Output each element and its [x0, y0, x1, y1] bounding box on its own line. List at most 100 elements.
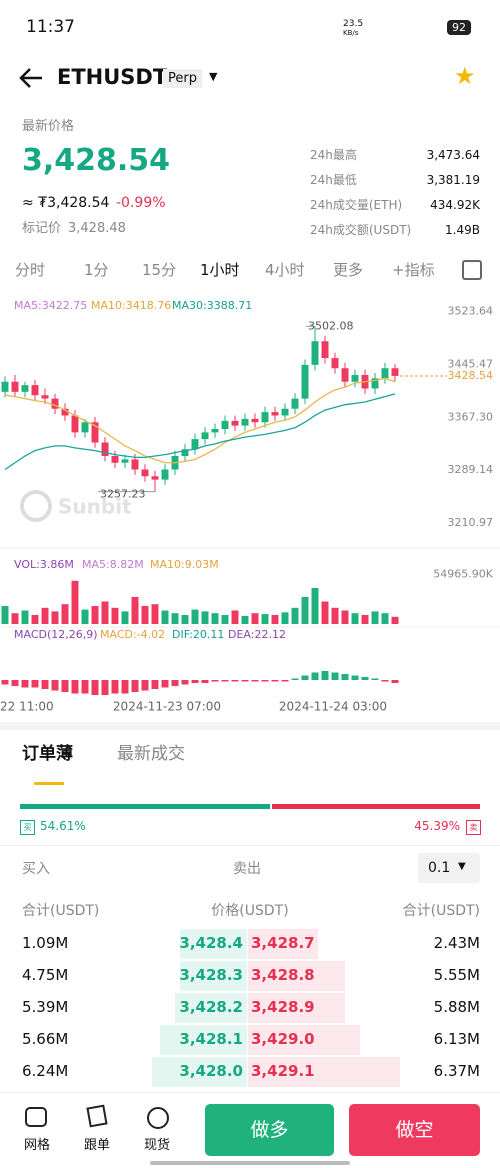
symbol[interactable]: ETHUSDT — [57, 65, 168, 89]
price-label: 最新价格 — [22, 119, 75, 134]
macd-bar — [261, 680, 269, 682]
candle-body — [161, 469, 169, 480]
stat-label: 24h最高 — [310, 148, 357, 162]
macd-bar — [41, 680, 49, 689]
macd-bar — [51, 680, 59, 691]
sell-bar — [272, 804, 480, 809]
macd-bar — [101, 680, 109, 695]
ask-price: 3,428.7 — [251, 934, 315, 952]
bid-depth — [160, 1025, 247, 1055]
depth-select[interactable] — [418, 853, 480, 883]
volume-bar — [341, 610, 349, 624]
volume-bar — [11, 613, 19, 624]
macd-bar — [111, 680, 119, 694]
interval-tab[interactable]: 1分 — [84, 261, 109, 279]
candle-body — [241, 418, 249, 426]
bid-depth — [152, 1057, 247, 1087]
interval-tab[interactable]: 15分 — [142, 261, 177, 279]
volume-bar — [101, 601, 109, 624]
macd-bar — [81, 680, 89, 694]
interval-tab[interactable]: 4小时 — [265, 261, 305, 279]
short-button[interactable]: 做空 — [349, 1104, 480, 1156]
stat-label: 24h成交量(ETH) — [310, 198, 403, 212]
stat-value: 3,381.19 — [426, 173, 480, 187]
macd-bar — [121, 680, 129, 694]
sell-pct: 45.39% — [414, 819, 460, 833]
buy-label: 买入 — [22, 861, 50, 877]
stat-label: 24h成交额(USDT) — [310, 223, 412, 237]
macd-bar — [391, 680, 399, 683]
change: -0.99% — [116, 195, 166, 211]
speed: 23.5 — [343, 19, 364, 29]
volume-bar — [151, 604, 159, 624]
ask-total: 2.43M — [433, 934, 480, 952]
watermark-logo — [20, 490, 52, 522]
volume-bar — [371, 611, 379, 624]
header: 价格(USDT) — [211, 903, 289, 919]
volume-bar — [291, 607, 299, 624]
sell-label: 卖出 — [233, 861, 261, 877]
nav-item[interactable]: 现货 — [144, 1138, 171, 1153]
copy-icon[interactable] — [86, 1104, 108, 1128]
candle-body — [61, 408, 69, 416]
mark-label: 标记价 — [22, 221, 62, 236]
ask-depth — [248, 993, 345, 1023]
fullscreen-icon[interactable] — [462, 260, 482, 280]
candle-body — [121, 459, 129, 463]
interval-tab[interactable]: +指标 — [392, 261, 435, 279]
candle-body — [71, 415, 79, 433]
y-tick-label: 3289.14 — [448, 463, 494, 476]
bid-price: 3,428.1 — [179, 1030, 243, 1048]
long-button[interactable]: 做多 — [205, 1104, 334, 1156]
macd-bar — [311, 672, 319, 680]
grid-icon[interactable] — [25, 1107, 47, 1127]
high-label: 3502.08 — [308, 319, 354, 332]
macd-bar — [251, 680, 259, 682]
nav-item[interactable]: 网格 — [24, 1138, 51, 1153]
bid-total: 5.66M — [22, 1030, 69, 1048]
tab-active[interactable]: 订单薄 — [22, 744, 73, 764]
interval-tab[interactable]: 分时 — [15, 261, 46, 279]
stat-value: 3,473.64 — [426, 148, 480, 162]
separator — [0, 845, 500, 846]
candle-body — [251, 418, 259, 423]
buy-pct: 54.61% — [40, 819, 86, 833]
low-label: 3257.23 — [100, 488, 146, 501]
ma-label: MA30:3388.71 — [172, 299, 252, 312]
macd-bar — [371, 678, 379, 680]
candle-body — [21, 385, 29, 392]
volume-bar — [331, 607, 339, 624]
ma-label: MA5:3422.75 — [14, 299, 87, 312]
candle-body — [351, 374, 359, 382]
tab[interactable]: 最新成交 — [117, 744, 185, 764]
vol-label: MA10:9.03M — [150, 558, 219, 571]
macd-bar — [331, 672, 339, 680]
macd-bar — [231, 680, 239, 682]
interval-tab[interactable]: 1小时 — [200, 261, 240, 279]
header: 合计(USDT) — [22, 903, 100, 919]
spot-icon[interactable] — [147, 1107, 169, 1129]
macd-bar — [31, 680, 39, 688]
interval-tab[interactable]: 更多 — [333, 261, 364, 279]
volume-bar — [231, 610, 239, 624]
divider — [0, 722, 500, 730]
x-tick-label: 2024-11-24 03:00 — [279, 700, 387, 714]
back-icon[interactable] — [18, 66, 44, 90]
macd-bar — [181, 680, 189, 685]
bid-price: 3,428.0 — [179, 1062, 243, 1080]
candle-body — [321, 341, 329, 359]
volume-bar — [1, 606, 9, 624]
macd-bar — [71, 680, 79, 694]
candle-body — [201, 432, 209, 440]
fiat-price: ≈ ₮3,428.54 — [22, 195, 110, 211]
ask-price: 3,429.1 — [251, 1062, 315, 1080]
chart: MA5:3422.75 MA10:3418.76 MA30:3388.71 3523.… — [0, 299, 500, 714]
volume-bar — [361, 615, 369, 624]
dropdown[interactable]: ▼ — [209, 70, 218, 83]
volume-bar — [121, 611, 129, 624]
volume-bar — [351, 613, 359, 624]
nav-item[interactable]: 跟单 — [84, 1138, 111, 1153]
candle-body — [141, 469, 149, 477]
star[interactable]: ★ — [454, 62, 476, 90]
bid-total: 6.24M — [22, 1062, 69, 1080]
